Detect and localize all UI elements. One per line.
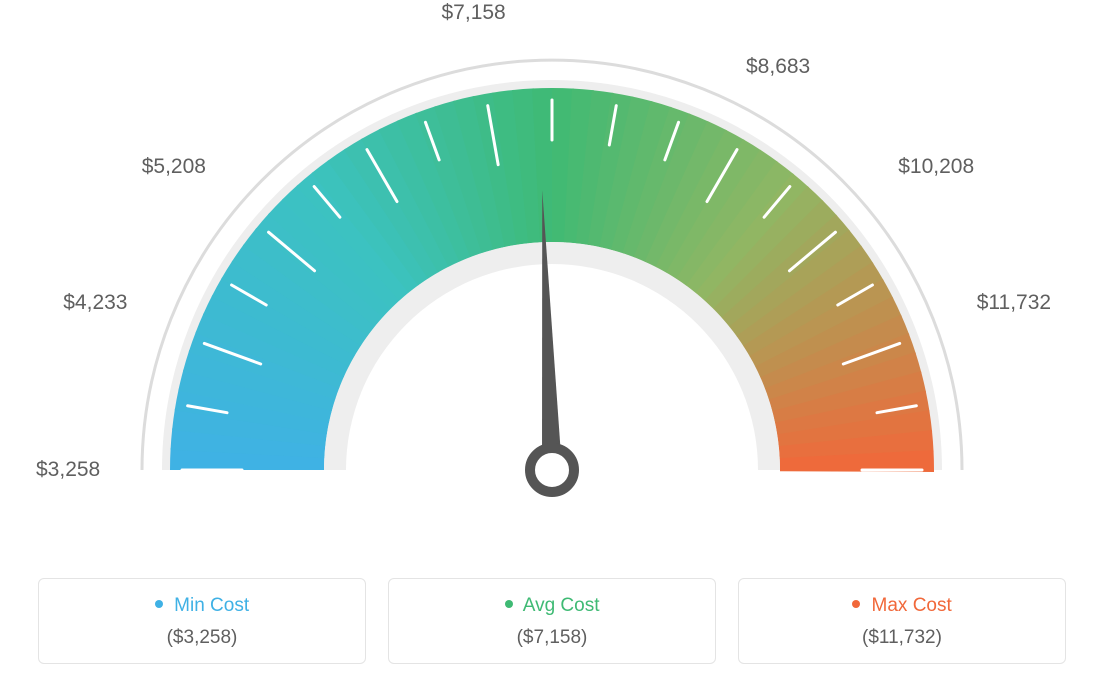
- avg-cost-label: Avg Cost: [523, 595, 600, 616]
- min-cost-title: Min Cost: [49, 595, 355, 617]
- chart-container: $3,258 $4,233 $5,208 $7,158 $8,683 $10,208 $11…: [0, 0, 1104, 690]
- max-cost-card: Max Cost ($11,732): [738, 578, 1066, 664]
- legend: Min Cost ($3,258) Avg Cost ($7,158) Max …: [38, 578, 1066, 664]
- avg-cost-title: Avg Cost: [399, 595, 705, 617]
- min-cost-dot-icon: [155, 600, 163, 608]
- min-cost-value: ($3,258): [49, 627, 355, 649]
- gauge-tick-label: $5,208: [142, 155, 206, 179]
- max-cost-dot-icon: [852, 600, 860, 608]
- gauge-tick-label: $7,158: [442, 1, 506, 25]
- gauge-tick-label: $8,683: [746, 55, 810, 79]
- avg-cost-dot-icon: [505, 600, 513, 608]
- gauge-tick-label: $11,732: [977, 291, 1051, 315]
- min-cost-label: Min Cost: [174, 595, 249, 616]
- avg-cost-value: ($7,158): [399, 627, 705, 649]
- gauge-tick-label: $10,208: [898, 155, 974, 179]
- min-cost-card: Min Cost ($3,258): [38, 578, 366, 664]
- gauge: $3,258 $4,233 $5,208 $7,158 $8,683 $10,208 $11…: [0, 0, 1104, 560]
- gauge-tick-label: $3,258: [36, 458, 100, 482]
- max-cost-title: Max Cost: [749, 595, 1055, 617]
- avg-cost-card: Avg Cost ($7,158): [388, 578, 716, 664]
- max-cost-value: ($11,732): [749, 627, 1055, 649]
- max-cost-label: Max Cost: [872, 595, 952, 616]
- gauge-tick-label: $4,233: [63, 291, 127, 315]
